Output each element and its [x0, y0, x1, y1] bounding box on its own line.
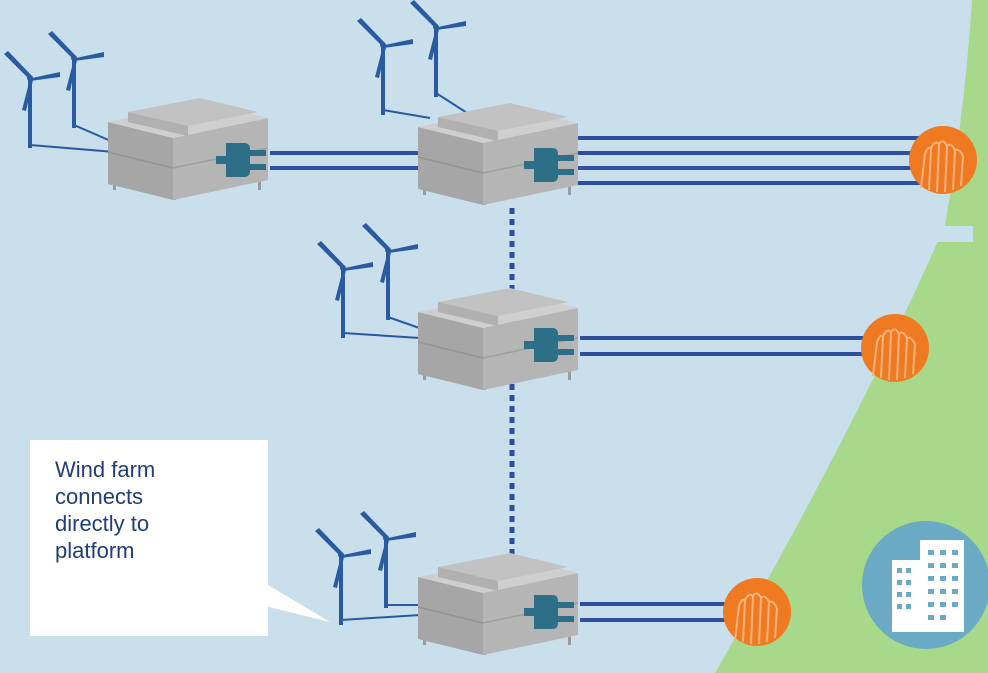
wind-turbine-icon [360, 221, 420, 322]
onshore-substation-icon [908, 125, 978, 195]
callout-line-4: platform [55, 538, 135, 563]
export-cables [270, 136, 920, 622]
callout-line-3: directly to [55, 511, 150, 536]
wind-turbine-icon [315, 239, 375, 340]
wind-turbine-icon [2, 49, 62, 150]
wind-turbine-icon [355, 16, 415, 117]
coastline-land [715, 0, 988, 673]
callout-line-1: Wind farm [55, 457, 156, 482]
callout-box [30, 440, 330, 636]
onshore-substation-icon [860, 313, 930, 383]
wind-turbine-icon [313, 526, 373, 627]
onshore-substation-icon [722, 577, 792, 647]
callout-line-2: connects [55, 484, 144, 509]
coast-inlet [933, 226, 973, 242]
wind-turbine-icon [408, 0, 468, 99]
wind-turbine-icon [46, 29, 106, 130]
wind-turbine-icon [358, 509, 418, 610]
callout-text: Wind farm connects directly to platform [55, 456, 245, 564]
city-buildings-icon [862, 521, 988, 649]
